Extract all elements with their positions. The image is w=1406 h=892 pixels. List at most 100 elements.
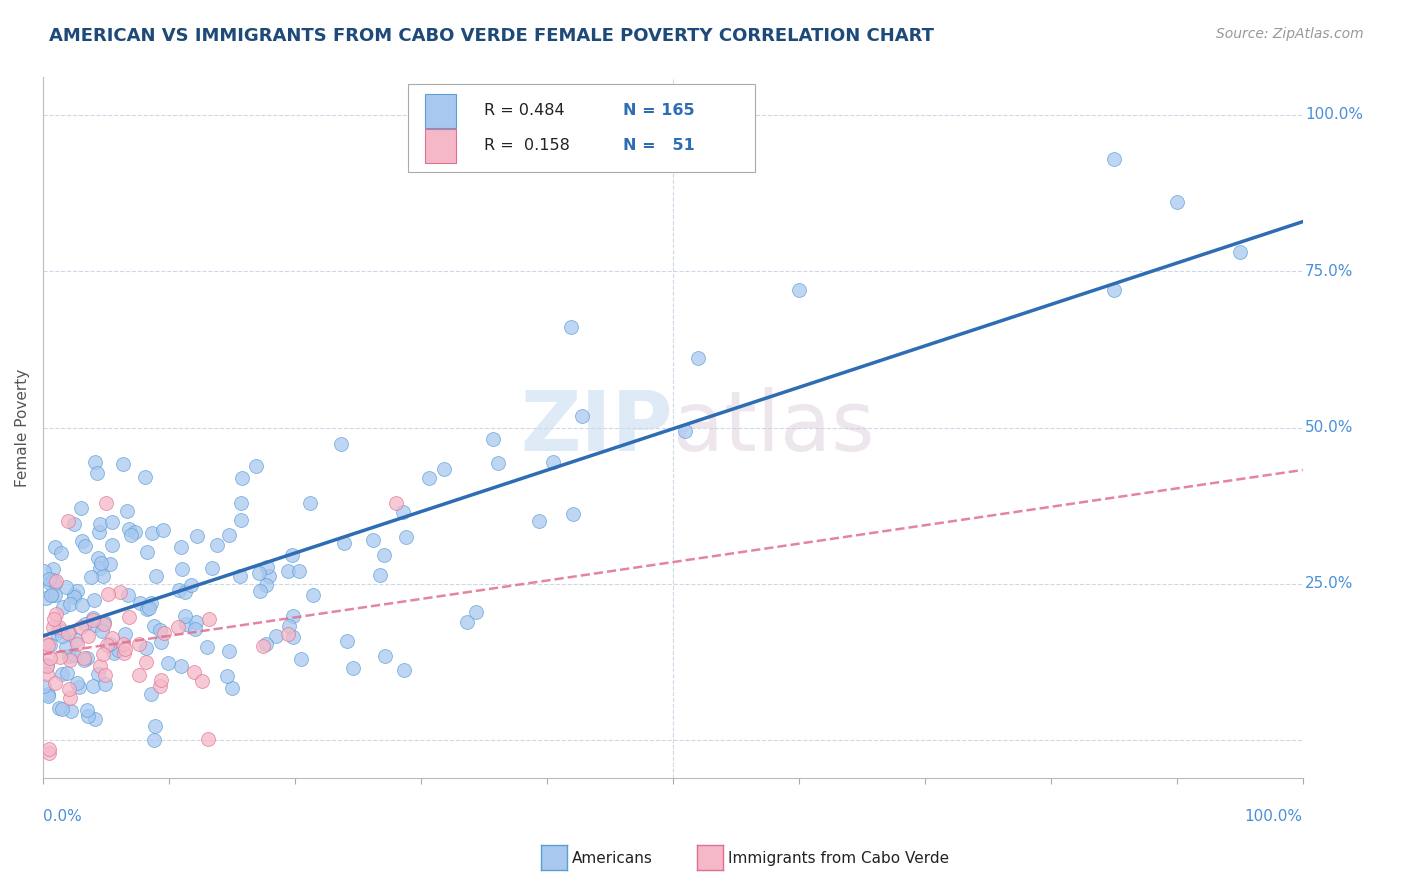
Text: 0.0%: 0.0% (44, 809, 82, 824)
Point (149, 673, 172, 688)
Point (98, 557, 121, 571)
Point (76, 629, 98, 643)
Point (42, 562, 65, 576)
Point (252, 640, 274, 654)
Point (180, 578, 202, 592)
Point (58, 625, 80, 640)
Point (38, 746, 60, 760)
Point (103, 646, 125, 660)
Point (51, 666, 73, 681)
Point (302, 588, 325, 602)
Point (218, 528, 240, 542)
Text: N =   51: N = 51 (623, 138, 695, 153)
Text: 100.0%: 100.0% (1305, 107, 1364, 122)
Point (281, 630, 304, 644)
FancyBboxPatch shape (425, 94, 457, 128)
Text: Americans: Americans (572, 851, 654, 865)
Point (63, 589, 86, 603)
Point (143, 619, 166, 633)
FancyBboxPatch shape (425, 128, 457, 163)
Point (83, 593, 105, 607)
Point (336, 633, 359, 648)
Point (142, 733, 165, 747)
Point (94, 668, 117, 682)
Point (124, 524, 146, 539)
Point (98, 637, 121, 651)
Point (195, 640, 218, 655)
Point (215, 669, 238, 683)
Point (128, 637, 150, 651)
Point (65, 632, 87, 647)
Point (190, 674, 212, 689)
Point (91, 624, 114, 638)
Point (108, 585, 131, 599)
Point (264, 629, 287, 643)
Point (82, 611, 104, 625)
Point (149, 680, 172, 694)
Point (63, 590, 86, 604)
Point (481, 432, 503, 446)
Point (170, 659, 193, 673)
Point (197, 611, 219, 625)
Point (67, 681, 90, 695)
Point (97, 587, 120, 601)
Text: Source: ZipAtlas.com: Source: ZipAtlas.com (1216, 27, 1364, 41)
Point (42, 612, 65, 626)
Point (571, 409, 593, 423)
Point (76, 651, 98, 665)
Point (278, 619, 301, 633)
Point (35, 591, 58, 606)
Point (41, 588, 63, 602)
Text: 100.0%: 100.0% (1244, 809, 1303, 824)
Point (84, 618, 107, 632)
Text: AMERICAN VS IMMIGRANTS FROM CABO VERDE FEMALE POVERTY CORRELATION CHART: AMERICAN VS IMMIGRANTS FROM CABO VERDE F… (49, 27, 934, 45)
Point (464, 606, 486, 620)
Point (49, 546, 72, 560)
Point (76, 703, 98, 717)
Point (44, 589, 66, 603)
Point (93, 617, 115, 632)
Point (37, 689, 59, 703)
Y-axis label: Female Poverty: Female Poverty (15, 368, 30, 487)
Text: R = 0.484: R = 0.484 (484, 103, 565, 118)
Point (38, 742, 60, 756)
FancyBboxPatch shape (409, 85, 755, 172)
Point (42, 574, 65, 588)
Point (37, 687, 59, 701)
Point (91, 569, 114, 583)
Point (385, 495, 408, 509)
Point (38, 650, 60, 665)
Point (117, 609, 139, 624)
Text: 75.0%: 75.0% (1305, 264, 1354, 278)
Point (39, 575, 62, 590)
Point (277, 564, 299, 578)
Point (134, 469, 156, 483)
Point (332, 535, 354, 549)
Point (73, 539, 96, 553)
Point (117, 504, 139, 518)
Point (59, 691, 82, 706)
Point (94, 676, 117, 690)
Point (290, 652, 312, 666)
Point (38, 572, 60, 586)
Point (37, 638, 59, 652)
Point (90, 556, 112, 570)
Point (141, 688, 163, 702)
Point (48, 701, 70, 715)
Point (370, 567, 392, 582)
Point (72, 598, 94, 612)
Point (247, 566, 270, 581)
Point (170, 541, 193, 555)
Point (229, 495, 252, 509)
Point (58, 649, 80, 664)
Point (207, 538, 229, 552)
Point (229, 568, 252, 582)
Point (118, 522, 141, 536)
Point (787, 283, 810, 297)
Point (128, 596, 150, 610)
Point (84, 455, 107, 469)
Point (44, 676, 66, 690)
Point (56, 665, 79, 680)
Point (229, 513, 252, 527)
Text: atlas: atlas (673, 387, 875, 468)
